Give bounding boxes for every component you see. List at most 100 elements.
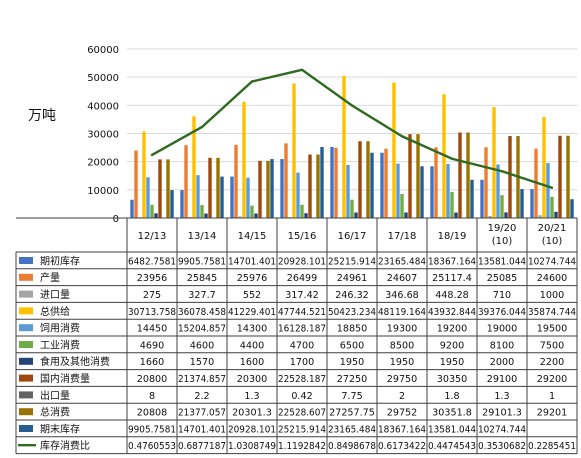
- line-point: [250, 80, 254, 83]
- data-label: 19500: [537, 324, 568, 335]
- bar: [384, 148, 388, 218]
- bar: [192, 116, 196, 218]
- y-tick-label: 0: [113, 214, 119, 225]
- bar: [330, 146, 334, 218]
- data-label: 8: [149, 391, 155, 402]
- data-label: 246.32: [335, 290, 369, 301]
- data-label: 24961: [337, 273, 368, 284]
- line-point: [450, 157, 454, 160]
- category-label: 12/13: [138, 231, 167, 242]
- data-label: 14450: [137, 324, 168, 335]
- legend-key: [19, 341, 33, 348]
- data-label: 14701.401: [178, 424, 226, 435]
- bar: [280, 159, 284, 218]
- series-name: 库存消费比: [40, 439, 90, 452]
- bar: [370, 152, 374, 218]
- data-label: 20928.101: [278, 256, 326, 267]
- category-label: 15/16: [288, 231, 317, 242]
- bar: [500, 195, 504, 218]
- line-point: [550, 186, 554, 189]
- bar: [570, 199, 574, 218]
- series-name: 产量: [40, 271, 60, 284]
- bar: [542, 116, 546, 218]
- y-tick-label: 10000: [87, 186, 119, 197]
- bar: [254, 213, 258, 218]
- data-label: 43932.844: [428, 307, 476, 318]
- bar: [488, 216, 492, 218]
- bar: [434, 147, 438, 218]
- bar: [134, 150, 138, 218]
- data-label: 1.3: [494, 391, 509, 402]
- line-point: [350, 104, 354, 107]
- data-label: 23165.484: [328, 424, 376, 435]
- legend-key: [19, 324, 33, 332]
- data-label: 1700: [290, 357, 314, 368]
- bar: [266, 160, 270, 218]
- bar: [400, 194, 404, 218]
- data-label: 2000: [490, 357, 514, 368]
- category-label: (10): [542, 236, 563, 247]
- bar: [130, 199, 134, 218]
- line-point: [200, 125, 204, 129]
- legend-key: [19, 408, 33, 416]
- y-tick-label: 50000: [87, 73, 119, 84]
- data-label: 25215.914: [328, 256, 376, 267]
- data-label: 1.3: [244, 391, 259, 402]
- data-label: 1.1192842: [278, 441, 326, 452]
- line-point: [300, 68, 304, 72]
- data-label: 29750: [387, 374, 418, 385]
- data-label: 25117.4: [432, 273, 472, 284]
- category-label: 19/20: [488, 223, 517, 234]
- bar: [242, 101, 246, 218]
- bar: [146, 177, 150, 218]
- data-label: 1950: [390, 357, 414, 368]
- data-label: 25085: [487, 273, 518, 284]
- data-label: 0.6877187: [178, 441, 226, 452]
- category-label: 20/21: [538, 223, 567, 234]
- legend-key: [19, 391, 33, 399]
- bar: [446, 163, 450, 218]
- data-label: 1000: [540, 290, 564, 301]
- data-label: 710: [493, 290, 511, 301]
- data-label: 1660: [140, 357, 164, 368]
- bar: [250, 205, 254, 218]
- bar: [142, 131, 146, 218]
- bar: [204, 213, 208, 218]
- legend-key: [19, 307, 33, 315]
- category-label: (10): [492, 236, 513, 247]
- data-label: 25976: [237, 273, 268, 284]
- data-label: 1600: [240, 357, 264, 368]
- data-label: 346.68: [385, 290, 419, 301]
- data-label: 18367.164: [378, 424, 426, 435]
- series-name: 总供给: [40, 305, 70, 318]
- data-label: 20800: [137, 374, 168, 385]
- bar: [430, 166, 434, 218]
- data-label: 35874.744: [528, 307, 576, 318]
- data-label: 8500: [390, 340, 414, 351]
- y-tick-label: 40000: [87, 101, 119, 112]
- bar: [492, 107, 496, 218]
- y-tick-label: 20000: [87, 158, 119, 169]
- data-label: 48119.164: [378, 307, 426, 318]
- data-label: 9200: [440, 340, 464, 351]
- bar: [246, 177, 250, 218]
- data-label: 0.42: [291, 391, 312, 402]
- bar: [450, 192, 454, 218]
- data-label: 21377.057: [178, 408, 226, 419]
- series-name: 进口量: [40, 289, 70, 301]
- data-label: 2.2: [194, 391, 209, 402]
- category-label: 18/19: [438, 231, 467, 242]
- bar: [458, 132, 462, 218]
- bar: [180, 190, 184, 218]
- bar: [550, 196, 554, 218]
- data-label: 6500: [340, 340, 364, 351]
- bar: [230, 176, 234, 218]
- data-label: 14701.401: [228, 256, 276, 267]
- data-label: 20300: [237, 374, 268, 385]
- category-label: 17/18: [388, 231, 417, 242]
- data-label: 9905.7581: [128, 424, 176, 435]
- data-label: 275: [143, 290, 161, 301]
- data-label: 19300: [387, 324, 418, 335]
- data-label: 50423.234: [328, 307, 376, 318]
- bar: [154, 213, 158, 218]
